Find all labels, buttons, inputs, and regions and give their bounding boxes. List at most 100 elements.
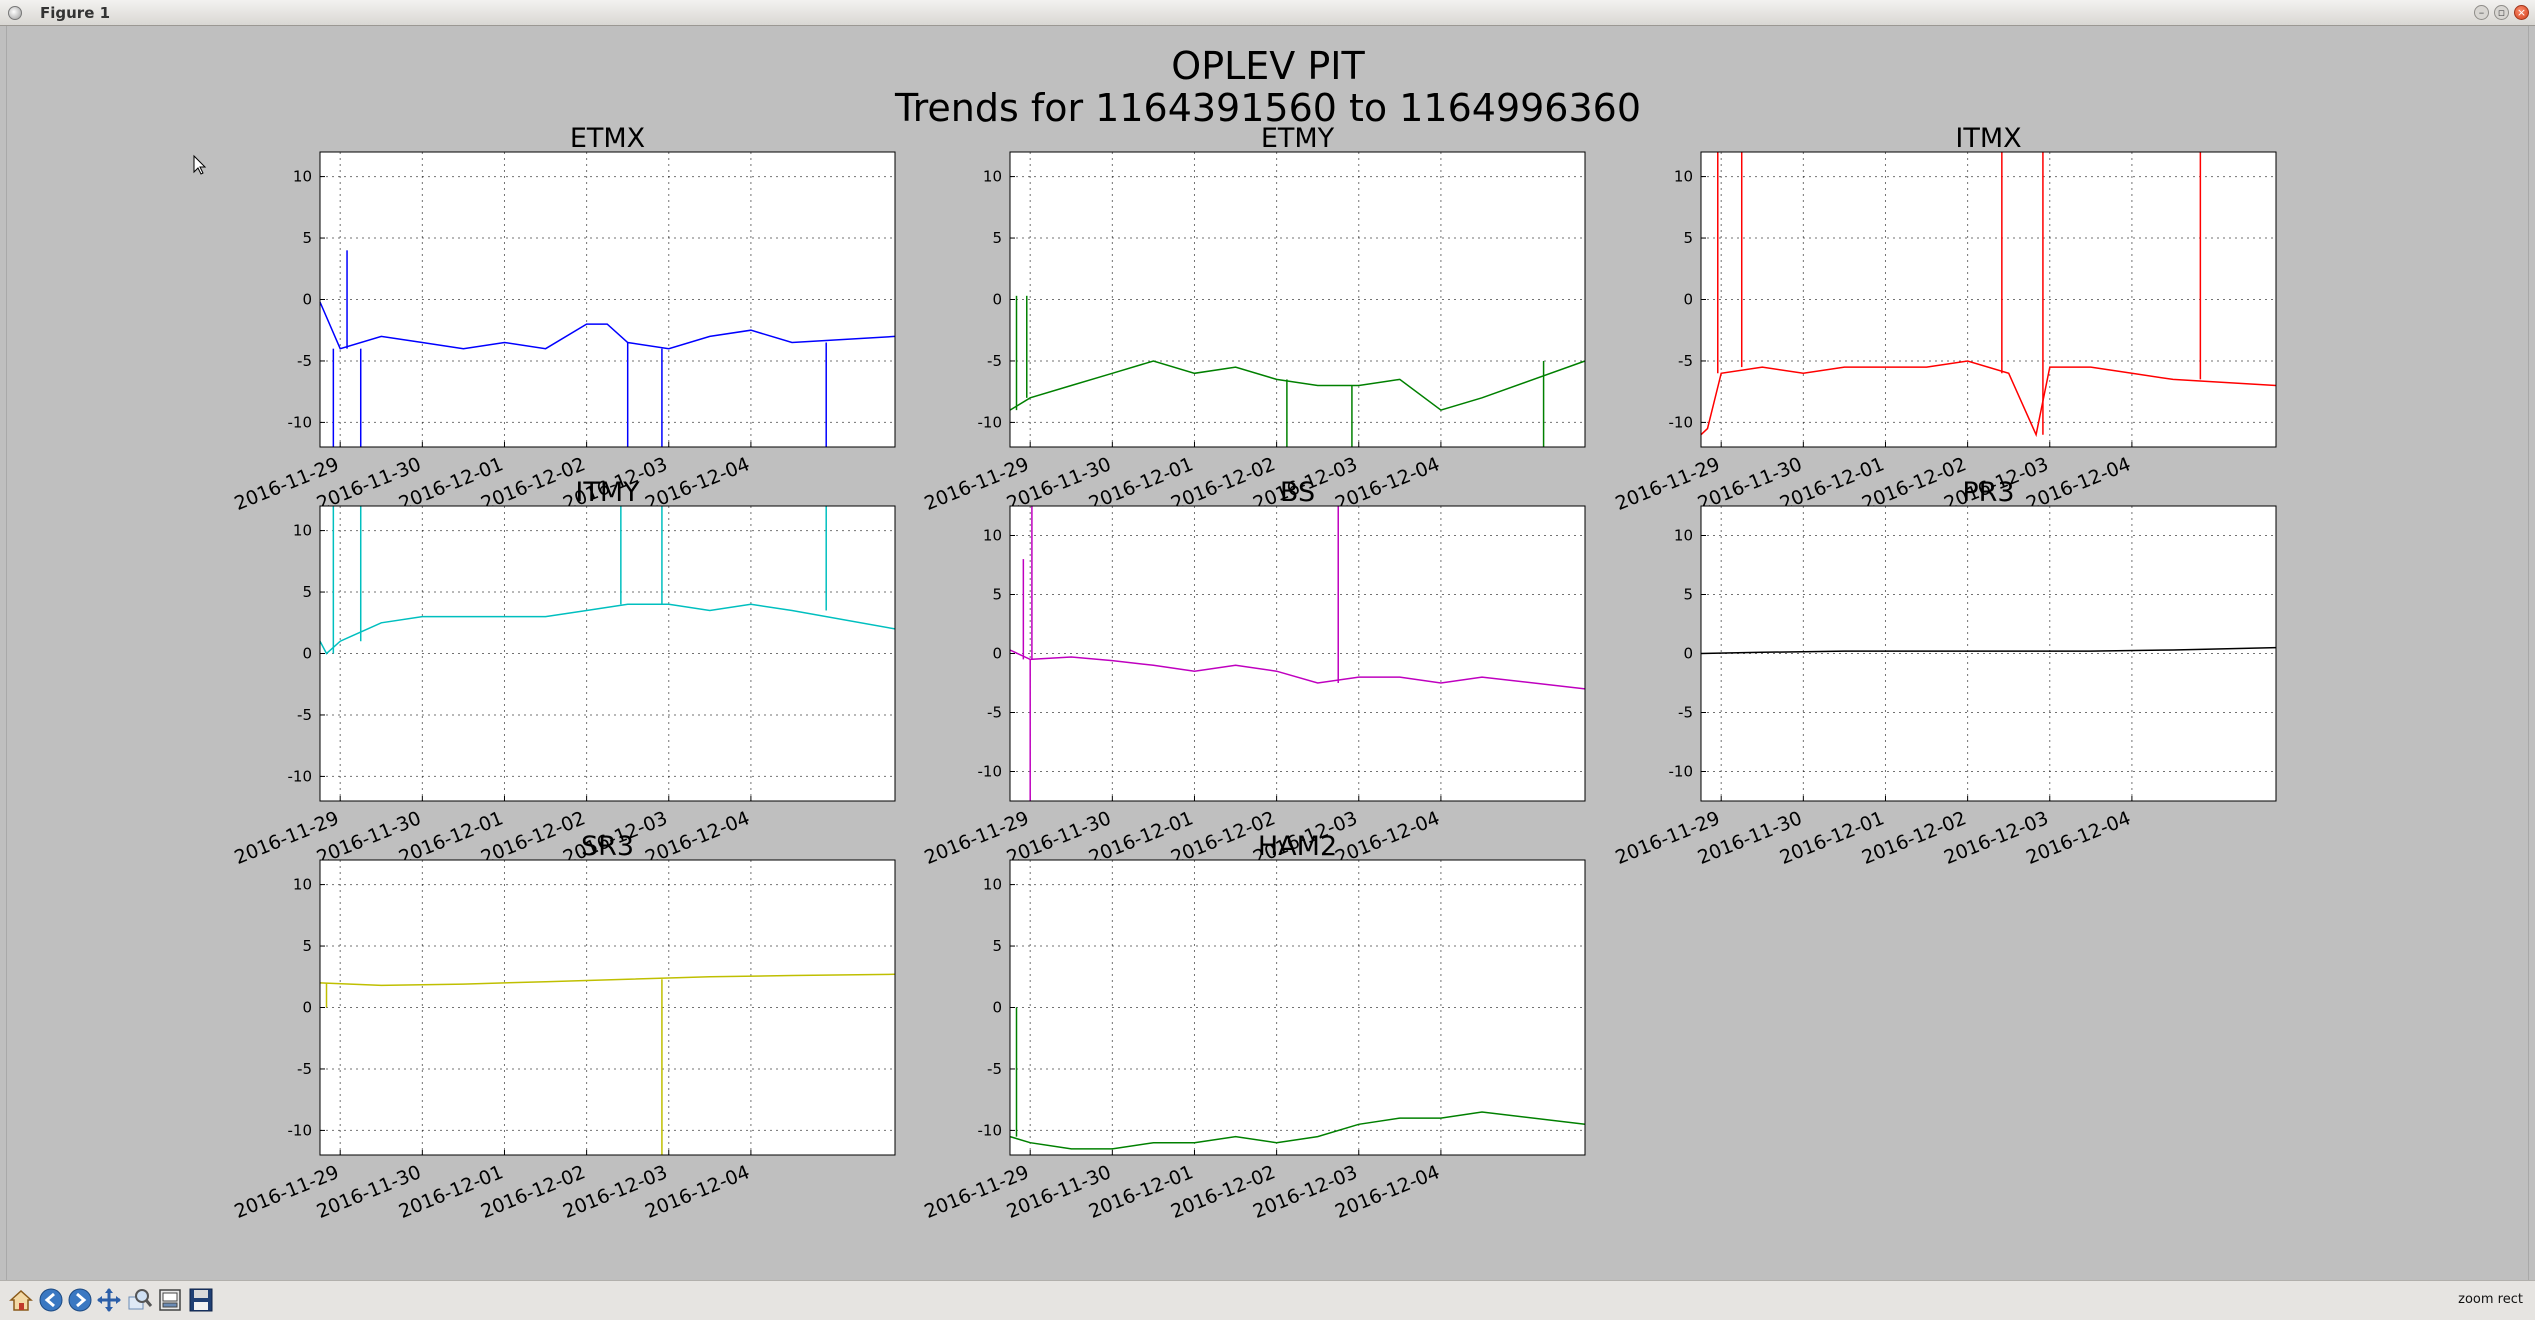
y-tick-label: -5 (297, 352, 312, 370)
subplot-pr3[interactable]: 2016-11-292016-11-302016-12-012016-12-02… (1612, 477, 2277, 869)
plot-area[interactable] (320, 506, 895, 801)
y-tick-label: -10 (978, 1121, 1003, 1139)
axes-frame (319, 151, 896, 448)
mode-status-text: zoom rect (2458, 1292, 2523, 1307)
subplot-title: PR3 (1962, 477, 2014, 508)
y-tick-label: 5 (302, 937, 312, 955)
plot-area[interactable] (1701, 506, 2276, 801)
subplot-itmx[interactable]: 2016-11-292016-11-302016-12-012016-12-02… (1612, 123, 2277, 515)
y-tick-label: -10 (978, 763, 1003, 781)
zoom-button[interactable] (127, 1287, 153, 1313)
series-line-itmy (319, 603, 896, 655)
subplot-etmx[interactable]: 2016-11-292016-11-302016-12-012016-12-02… (231, 123, 896, 515)
series-line-etmx (319, 301, 896, 350)
y-tick-label: 5 (992, 586, 1002, 604)
subplot-title: BS (1280, 477, 1315, 508)
figure-title-line2: Trends for 1164391560 to 1164996360 (894, 86, 1641, 130)
home-button[interactable] (8, 1287, 34, 1313)
window-title: Figure 1 (40, 4, 111, 22)
y-tick-label: 0 (992, 291, 1002, 309)
subplot-ham2[interactable]: 2016-11-292016-11-302016-12-012016-12-02… (921, 831, 1586, 1223)
y-tick-label: 5 (302, 229, 312, 247)
y-tick-label: 0 (992, 645, 1002, 663)
zoom-magnifier-icon (128, 1289, 153, 1310)
window-titlebar[interactable]: Figure 1 – ▫ × (0, 0, 2535, 26)
y-tick-label: -5 (297, 706, 312, 724)
mouse-cursor-icon (193, 154, 207, 175)
subplot-title: ITMY (575, 477, 640, 508)
y-tick-label: 10 (1674, 168, 1693, 186)
y-tick-label: 10 (983, 168, 1002, 186)
y-tick-label: -5 (1678, 704, 1693, 722)
forward-arrow-icon (68, 1288, 92, 1312)
subplot-itmy[interactable]: 2016-11-292016-11-302016-12-012016-12-02… (231, 477, 896, 869)
plot-area[interactable] (320, 152, 895, 447)
plot-area[interactable] (1701, 152, 2276, 447)
subplot-title: ITMX (1955, 123, 2021, 154)
y-tick-label: 5 (992, 937, 1002, 955)
back-button[interactable] (38, 1287, 64, 1313)
minimize-button[interactable]: – (2474, 5, 2489, 20)
plot-area[interactable] (320, 860, 895, 1155)
axes-frame (1009, 151, 1586, 448)
axes-frame (1700, 505, 2277, 802)
maximize-button[interactable]: ▫ (2494, 5, 2509, 20)
navigation-toolbar: zoom rect (0, 1280, 2535, 1320)
series-line-bs (1009, 649, 1586, 690)
y-tick-label: -10 (1669, 763, 1694, 781)
subplots-button[interactable] (157, 1287, 183, 1313)
y-tick-label: 10 (1674, 527, 1693, 545)
y-tick-label: 0 (1683, 291, 1693, 309)
y-tick-label: 0 (992, 999, 1002, 1017)
subplot-title: ETMY (1261, 123, 1335, 154)
series-line-sr3 (319, 973, 896, 987)
subplot-title: ETMX (570, 123, 645, 154)
axes-frame (319, 859, 896, 1156)
y-tick-label: 0 (302, 645, 312, 663)
close-button[interactable]: × (2514, 5, 2529, 20)
series-line-itmx (1700, 360, 2277, 438)
axes-frame (319, 505, 896, 802)
window-menu-icon[interactable] (8, 6, 22, 20)
y-tick-label: -5 (1678, 352, 1693, 370)
y-tick-label: -5 (297, 1060, 312, 1078)
y-tick-label: -10 (288, 413, 313, 431)
subplot-etmy[interactable]: 2016-11-292016-11-302016-12-012016-12-02… (921, 123, 1586, 515)
axes-frame (1009, 505, 1586, 802)
subplot-grid: 2016-11-292016-11-302016-12-012016-12-02… (231, 123, 2277, 1223)
series-line-ham2 (1009, 1111, 1586, 1150)
y-tick-label: -5 (987, 704, 1002, 722)
figure-svg[interactable]: OPLEV PIT Trends for 1164391560 to 11649… (7, 26, 2530, 1280)
subplot-sr3[interactable]: 2016-11-292016-11-302016-12-012016-12-02… (231, 831, 896, 1223)
home-icon (9, 1289, 33, 1311)
pan-button[interactable] (96, 1287, 122, 1313)
axes-frame (1700, 151, 2277, 448)
y-tick-label: -10 (288, 767, 313, 785)
y-tick-label: 5 (992, 229, 1002, 247)
figure-canvas[interactable]: OPLEV PIT Trends for 1164391560 to 11649… (6, 26, 2529, 1280)
figure-title-line1: OPLEV PIT (1171, 44, 1365, 88)
plot-area[interactable] (1010, 152, 1585, 447)
subplot-title: HAM2 (1258, 831, 1337, 862)
y-tick-label: 10 (293, 876, 312, 894)
y-tick-label: -10 (288, 1121, 313, 1139)
y-tick-label: -10 (1669, 413, 1694, 431)
y-tick-label: 10 (293, 522, 312, 540)
y-tick-label: 10 (983, 876, 1002, 894)
plot-area[interactable] (1010, 860, 1585, 1155)
pan-cross-icon (97, 1288, 121, 1312)
y-tick-label: -10 (978, 413, 1003, 431)
save-button[interactable] (188, 1287, 214, 1313)
y-tick-label: 0 (1683, 645, 1693, 663)
subplot-title: SR3 (581, 831, 634, 862)
y-tick-label: 10 (293, 168, 312, 186)
forward-button[interactable] (67, 1287, 93, 1313)
subplot-bs[interactable]: 2016-11-292016-11-302016-12-012016-12-02… (921, 477, 1586, 869)
y-tick-label: -5 (987, 1060, 1002, 1078)
axes-frame (1009, 859, 1586, 1156)
y-tick-label: 10 (983, 527, 1002, 545)
y-tick-label: 5 (1683, 586, 1693, 604)
plot-area[interactable] (1010, 506, 1585, 801)
y-tick-label: 0 (302, 291, 312, 309)
series-line-pr3 (1700, 646, 2277, 655)
